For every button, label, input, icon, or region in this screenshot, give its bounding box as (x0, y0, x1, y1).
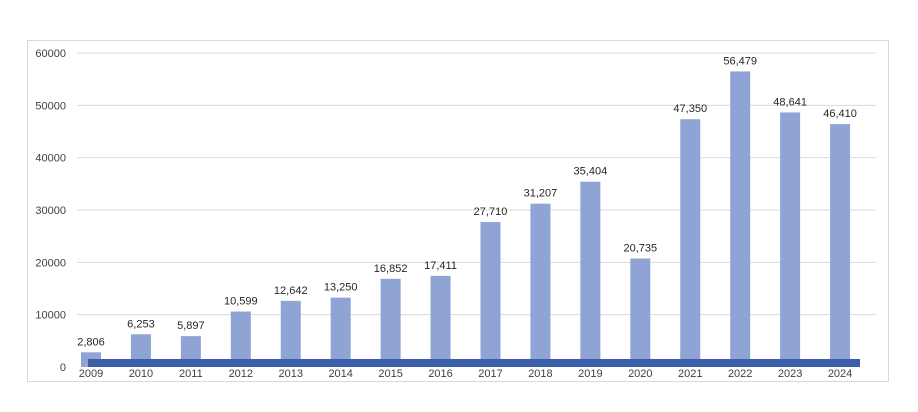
baseline-band (88, 359, 860, 367)
data-label: 13,250 (324, 282, 358, 294)
bar (330, 297, 351, 367)
x-tick-label: 2016 (428, 368, 452, 380)
bar (280, 300, 301, 367)
data-label: 17,411 (424, 260, 457, 272)
y-tick-label: 60000 (35, 48, 66, 60)
data-label: 12,642 (274, 285, 308, 297)
x-tick-label: 2017 (478, 368, 502, 380)
x-tick-label: 2023 (778, 368, 802, 380)
bar (630, 258, 651, 367)
y-tick-label: 20000 (35, 257, 66, 269)
x-tick-label: 2012 (229, 368, 253, 380)
data-label: 35,404 (574, 166, 608, 178)
y-tick-label: 50000 (35, 100, 66, 112)
bar (730, 71, 751, 367)
data-label: 5,897 (177, 320, 205, 332)
bar (580, 181, 601, 367)
x-tick-label: 2019 (578, 368, 602, 380)
data-label: 56,479 (723, 55, 757, 67)
x-tick-label: 2011 (179, 368, 203, 380)
x-tick-label: 2022 (728, 368, 752, 380)
bar (230, 311, 251, 367)
bar (780, 112, 801, 367)
data-label: 2,806 (77, 336, 105, 348)
y-tick-label: 0 (60, 362, 66, 374)
data-label: 31,207 (524, 188, 558, 200)
x-tick-label: 2024 (828, 368, 852, 380)
bar (830, 124, 851, 367)
x-tick-label: 2013 (279, 368, 303, 380)
data-label: 16,852 (374, 263, 408, 275)
y-tick-label: 30000 (35, 205, 66, 217)
data-label: 10,599 (224, 296, 258, 308)
data-label: 27,710 (474, 206, 508, 218)
x-tick-label: 2009 (79, 368, 103, 380)
y-tick-label: 40000 (35, 153, 66, 165)
x-tick-label: 2010 (129, 368, 153, 380)
y-tick-label: 10000 (35, 310, 66, 322)
bar (380, 278, 401, 367)
x-tick-label: 2018 (528, 368, 552, 380)
bar (530, 203, 551, 367)
x-tick-label: 2020 (628, 368, 652, 380)
data-label: 20,735 (623, 242, 657, 254)
bar (480, 221, 501, 367)
bar (430, 275, 451, 367)
data-label: 47,350 (673, 103, 707, 115)
x-tick-label: 2015 (378, 368, 402, 380)
bar (130, 334, 151, 367)
bar (680, 119, 701, 368)
data-label: 6,253 (127, 318, 155, 330)
x-tick-label: 2014 (328, 368, 352, 380)
data-label: 48,641 (773, 96, 807, 108)
data-label: 46,410 (823, 108, 857, 120)
x-tick-label: 2021 (678, 368, 702, 380)
